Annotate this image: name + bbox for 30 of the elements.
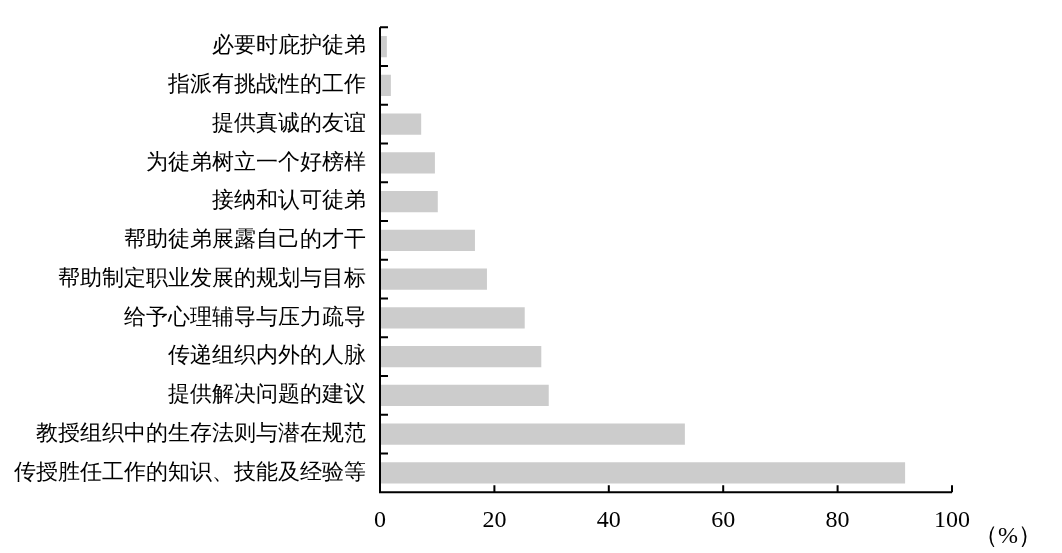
x-axis-title: （%）	[974, 522, 1042, 549]
bar	[380, 384, 549, 406]
y-tick-label: 教授组织中的生存法则与潜在规范	[36, 419, 366, 445]
y-tick-label: 帮助制定职业发展的规划与目标	[58, 264, 366, 290]
x-tick-label: 40	[596, 505, 621, 532]
x-tick-label: 20	[482, 505, 507, 532]
y-tick-label: 给予心理辅导与压力疏导	[124, 303, 366, 329]
bar	[380, 152, 435, 174]
bar	[380, 307, 525, 329]
y-tick-label: 必要时庇护徒弟	[212, 32, 366, 58]
bar	[380, 74, 391, 96]
bar	[380, 345, 542, 368]
y-tick-label: 提供解决问题的建议	[168, 381, 366, 407]
bar	[380, 423, 685, 445]
x-tick-label: 60	[711, 505, 736, 532]
y-tick-label: 传授胜任工作的知识、技能及经验等	[14, 458, 366, 484]
bar	[380, 462, 906, 484]
y-tick-label: 提供真诚的友谊	[212, 109, 366, 135]
bar	[380, 268, 487, 290]
x-tick-label: 80	[825, 505, 850, 532]
y-tick-label: 为徒弟树立一个好榜样	[146, 148, 366, 174]
bar	[380, 190, 438, 213]
y-tick-label: 传递组织内外的人脉	[168, 342, 366, 368]
bar	[380, 113, 422, 135]
y-tick-label: 指派有挑战性的工作	[167, 71, 366, 97]
y-tick-label: 帮助徒弟展露自己的才干	[124, 226, 366, 252]
bar	[380, 229, 475, 251]
x-tick-label: 100	[934, 505, 970, 532]
x-tick-label: 0	[374, 505, 386, 532]
y-tick-label: 接纳和认可徒弟	[212, 187, 366, 213]
